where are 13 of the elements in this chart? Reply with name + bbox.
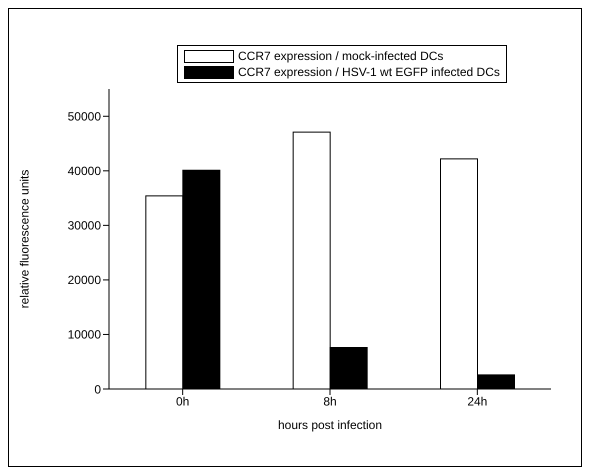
y-tick-label: 30000: [68, 218, 102, 233]
y-tick-label: 40000: [68, 164, 102, 178]
x-axis-title: hours post infection: [278, 418, 382, 432]
y-tick-label: 50000: [68, 110, 102, 124]
x-tick-label: 24h: [467, 394, 488, 409]
x-tick-label: 8h: [323, 394, 337, 409]
y-tick-label: 10000: [68, 328, 102, 342]
x-tick-label: 0h: [176, 394, 190, 409]
legend-label: CCR7 expression / HSV-1 wt EGFP infected DCs: [238, 65, 500, 79]
y-tick-label: 0: [94, 382, 102, 396]
y-tick-label: 20000: [68, 273, 102, 288]
legend-label: CCR7 expression / mock-infected DCs: [238, 49, 444, 63]
y-axis-title: relative fluorescence units: [17, 170, 32, 308]
